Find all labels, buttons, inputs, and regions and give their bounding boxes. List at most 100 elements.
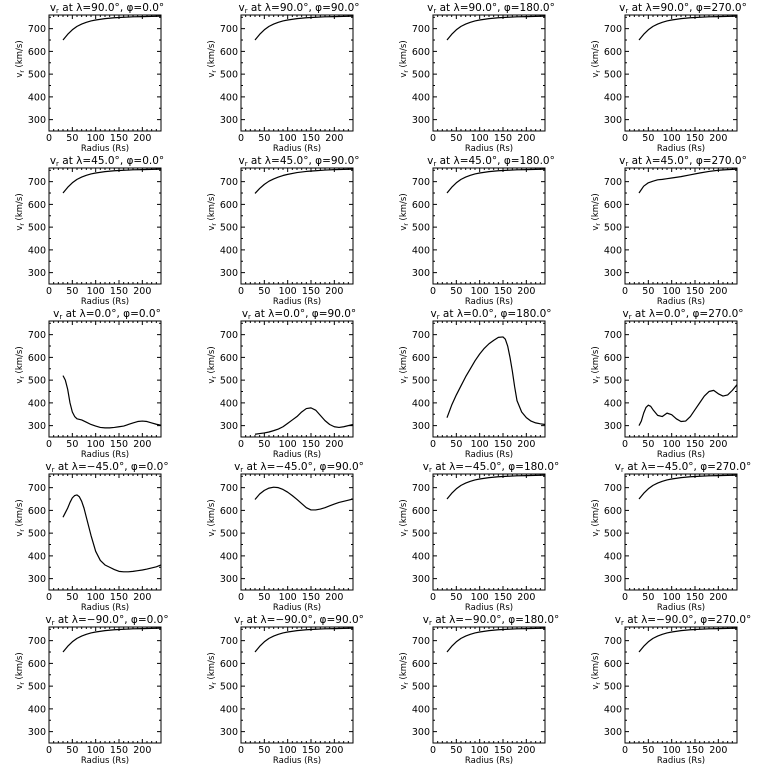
- y-axis-label: vr (km/s): [207, 346, 218, 383]
- x-tick-label: 100: [663, 133, 681, 144]
- y-tick-label: 500: [412, 376, 430, 387]
- y-tick-label: 500: [604, 682, 622, 693]
- x-axis-label: Radius (Rs): [81, 297, 129, 307]
- x-tick-label: 0: [238, 745, 244, 756]
- series-line: [446, 336, 546, 426]
- x-tick-label: 200: [709, 439, 727, 450]
- x-tick-label: 200: [709, 286, 727, 297]
- panel-title: vr at λ=45.0°, φ=270.0°: [619, 155, 747, 168]
- x-tick-label: 150: [494, 439, 512, 450]
- y-tick-label: 600: [220, 659, 238, 670]
- y-tick-label: 600: [220, 47, 238, 58]
- chart-panel: vr at λ=−90.0°, φ=270.0° 0 50 100 150 200 300 4…: [576, 612, 768, 766]
- x-tick-label: 200: [517, 745, 535, 756]
- x-tick-label: 200: [325, 133, 343, 144]
- x-tick-label: 100: [471, 592, 489, 603]
- x-axis-label: Radius (Rs): [465, 756, 513, 766]
- x-tick-label: 0: [430, 439, 436, 450]
- chart-panel: vr at λ=45.0°, φ=270.0° 0 50 100 150 200 300 40…: [576, 153, 768, 307]
- x-tick-label: 150: [302, 133, 320, 144]
- chart-svg: vr at λ=90.0°, φ=180.0° 0 50 100 150 200 300 40…: [399, 2, 555, 154]
- panel-title: vr at λ=0.0°, φ=270.0°: [622, 308, 743, 321]
- x-axis-label: Radius (Rs): [465, 603, 513, 613]
- x-tick-label: 50: [66, 439, 78, 450]
- y-tick-label: 300: [220, 268, 238, 279]
- x-tick-label: 0: [430, 286, 436, 297]
- x-tick-label: 0: [238, 133, 244, 144]
- series-line: [446, 15, 546, 41]
- y-tick-label: 300: [604, 727, 622, 738]
- panel-title: vr at λ=45.0°, φ=0.0°: [50, 155, 164, 168]
- x-tick-label: 100: [87, 286, 105, 297]
- plot-frame: [624, 473, 738, 591]
- x-axis-label: Radius (Rs): [657, 450, 705, 460]
- x-tick-label: 100: [663, 592, 681, 603]
- plot-frame: [240, 14, 354, 132]
- y-tick-label: 600: [220, 353, 238, 364]
- y-tick-label: 500: [412, 529, 430, 540]
- panel-title: vr at λ=90.0°, φ=0.0°: [50, 2, 164, 15]
- y-tick-label: 400: [220, 398, 238, 409]
- y-axis-label: vr (km/s): [591, 40, 602, 77]
- chart-svg: vr at λ=−90.0°, φ=180.0° 0 50 100 150 200 300 4…: [399, 614, 559, 766]
- y-tick-label: 400: [604, 551, 622, 562]
- y-tick-label: 400: [604, 704, 622, 715]
- y-tick-label: 500: [220, 529, 238, 540]
- chart-panel: vr at λ=−45.0°, φ=270.0° 0 50 100 150 200 300 4…: [576, 459, 768, 613]
- x-tick-label: 200: [517, 286, 535, 297]
- y-tick-label: 400: [412, 704, 430, 715]
- x-tick-label: 50: [66, 745, 78, 756]
- chart-panel: vr at λ=90.0°, φ=270.0° 0 50 100 150 200 300 40…: [576, 0, 768, 154]
- plot-frame: [432, 626, 546, 744]
- y-axis-label: vr (km/s): [399, 40, 410, 77]
- series-line: [62, 494, 162, 573]
- y-tick-label: 700: [220, 483, 238, 494]
- y-tick-label: 300: [412, 421, 430, 432]
- y-tick-label: 300: [220, 727, 238, 738]
- chart-svg: vr at λ=−90.0°, φ=90.0° 0 50 100 150 200 300 40…: [207, 614, 364, 766]
- x-tick-label: 0: [46, 592, 52, 603]
- y-tick-label: 700: [412, 330, 430, 341]
- plot-frame: [240, 167, 354, 285]
- y-tick-label: 400: [28, 398, 46, 409]
- x-tick-label: 50: [642, 592, 654, 603]
- plot-frame: [48, 626, 162, 744]
- x-tick-label: 200: [133, 745, 151, 756]
- series-line: [638, 627, 738, 653]
- x-axis-label: Radius (Rs): [81, 144, 129, 154]
- y-tick-label: 500: [28, 682, 46, 693]
- series-line: [62, 168, 162, 194]
- plot-frame: [240, 320, 354, 438]
- x-tick-label: 200: [325, 286, 343, 297]
- x-tick-label: 0: [238, 439, 244, 450]
- y-tick-label: 600: [604, 200, 622, 211]
- x-tick-label: 0: [622, 592, 628, 603]
- plot-frame: [624, 626, 738, 744]
- chart-svg: vr at λ=90.0°, φ=270.0° 0 50 100 150 200 300 40…: [591, 2, 747, 154]
- x-tick-label: 0: [238, 592, 244, 603]
- x-axis-label: Radius (Rs): [465, 297, 513, 307]
- y-tick-label: 300: [28, 574, 46, 585]
- y-axis-label: vr (km/s): [207, 193, 218, 230]
- y-tick-label: 600: [28, 659, 46, 670]
- series-line: [638, 474, 738, 500]
- series-line: [638, 168, 738, 194]
- x-tick-label: 50: [66, 286, 78, 297]
- x-tick-label: 200: [517, 592, 535, 603]
- x-tick-label: 200: [325, 592, 343, 603]
- x-tick-label: 50: [258, 592, 270, 603]
- x-tick-label: 100: [663, 439, 681, 450]
- y-tick-label: 700: [604, 177, 622, 188]
- y-axis-label: vr (km/s): [399, 499, 410, 536]
- plot-frame: [48, 14, 162, 132]
- x-tick-label: 50: [450, 286, 462, 297]
- plot-frame: [432, 167, 546, 285]
- y-tick-label: 500: [412, 682, 430, 693]
- series-line: [62, 627, 162, 653]
- x-tick-label: 200: [709, 133, 727, 144]
- y-tick-label: 600: [412, 659, 430, 670]
- y-tick-label: 300: [220, 115, 238, 126]
- chart-svg: vr at λ=−45.0°, φ=180.0° 0 50 100 150 200 300 4…: [399, 461, 559, 613]
- y-tick-label: 700: [604, 330, 622, 341]
- x-tick-label: 50: [642, 745, 654, 756]
